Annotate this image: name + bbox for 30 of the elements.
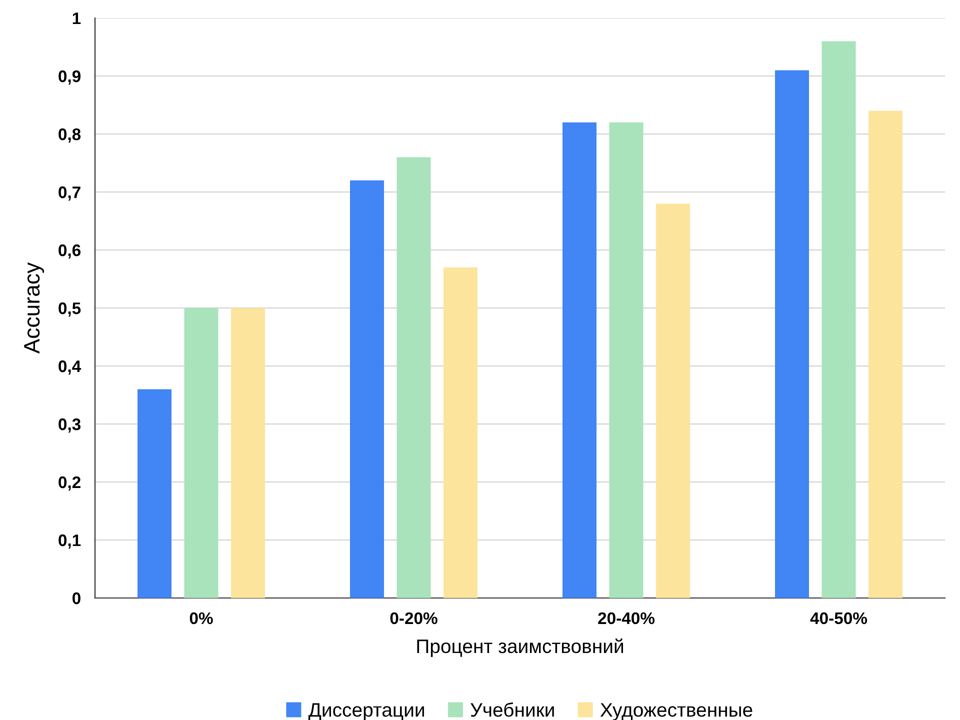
bar — [138, 389, 172, 598]
bar — [231, 308, 265, 598]
y-tick-label: 0,7 — [58, 186, 80, 201]
bar — [396, 157, 431, 598]
bar — [562, 122, 596, 598]
x-tick-label: 0-20% — [390, 612, 438, 624]
bar — [868, 110, 902, 598]
legend-label: Учебники — [470, 702, 554, 717]
x-axis-title: Процент заимствовний — [417, 638, 623, 658]
bar — [444, 267, 478, 598]
y-tick-label: 0,3 — [58, 418, 81, 433]
y-tick-label: 0,9 — [58, 70, 80, 85]
bar — [775, 70, 809, 598]
bar — [822, 41, 856, 598]
x-tick-label: 40-50% — [810, 612, 868, 624]
y-tick-label: 0,5 — [58, 302, 81, 317]
y-tick-label: 0,8 — [58, 128, 81, 143]
bar — [350, 180, 384, 598]
y-axis-title: Accuracy — [24, 262, 44, 354]
y-tick-label: 0,1 — [58, 534, 81, 549]
bar — [609, 122, 644, 598]
y-tick-label: 0,2 — [58, 476, 80, 491]
y-tick-label: 0 — [72, 592, 80, 604]
bar — [656, 204, 690, 598]
y-tick-label: 1 — [72, 12, 81, 24]
bar — [184, 308, 218, 598]
y-tick-label: 0,4 — [58, 360, 82, 375]
x-tick-label: 0% — [190, 612, 213, 624]
y-tick-label: 0,6 — [58, 244, 81, 259]
x-tick-label: 20-40% — [598, 612, 655, 624]
